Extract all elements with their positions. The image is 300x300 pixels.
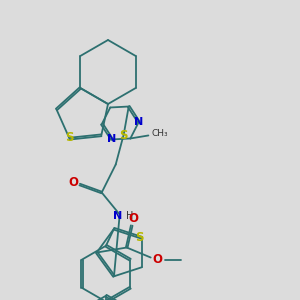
Text: S: S	[119, 129, 128, 142]
Text: N: N	[134, 117, 143, 127]
Text: O: O	[129, 212, 139, 225]
Text: S: S	[135, 231, 143, 244]
Text: CH₃: CH₃	[152, 129, 168, 138]
Text: N: N	[113, 211, 122, 220]
Text: N: N	[107, 134, 117, 144]
Text: O: O	[153, 253, 163, 266]
Text: O: O	[69, 176, 79, 189]
Text: S: S	[65, 131, 74, 144]
Text: H: H	[126, 211, 134, 220]
